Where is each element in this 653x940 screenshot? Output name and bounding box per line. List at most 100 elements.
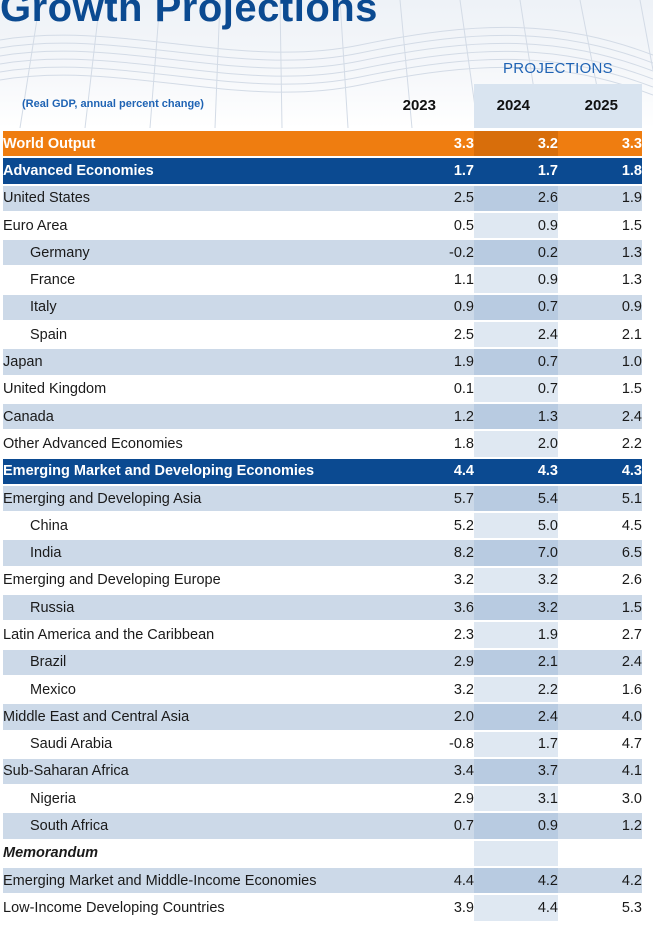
value-2025: 1.6 (558, 676, 642, 703)
value-2025: 1.5 (558, 212, 642, 239)
value-2023: 5.7 (387, 485, 474, 512)
table-row: Italy 0.9 0.7 0.9 (3, 294, 642, 321)
value-2025: 4.3 (558, 458, 642, 484)
value-2024: 3.1 (474, 786, 558, 812)
table-row: Nigeria 2.9 3.1 3.0 (3, 786, 642, 812)
row-label: Emerging Market and Middle-Income Econom… (3, 868, 387, 894)
row-label: Advanced Economies (3, 158, 387, 184)
value-2023: 1.1 (387, 267, 474, 293)
value-2025: 1.9 (558, 185, 642, 211)
value-2023: 3.9 (387, 895, 474, 921)
value-2024: 3.7 (474, 758, 558, 785)
value-2024: 0.9 (474, 267, 558, 293)
value-2023: 3.6 (387, 595, 474, 621)
value-2025: 2.6 (558, 567, 642, 594)
value-2025: 0.9 (558, 294, 642, 321)
row-label: Emerging Market and Developing Economies (3, 458, 387, 484)
value-2024: 1.7 (474, 158, 558, 184)
row-label: France (3, 267, 387, 293)
value-2024: 2.4 (474, 704, 558, 730)
year-header-2025: 2025 (584, 97, 618, 114)
table-row: World Output 3.3 3.2 3.3 (3, 131, 642, 157)
table-row: Japan 1.9 0.7 1.0 (3, 349, 642, 375)
value-2025: 1.0 (558, 349, 642, 375)
value-2024: 2.6 (474, 185, 558, 211)
value-2025: 6.5 (558, 540, 642, 566)
value-2025: 2.4 (558, 403, 642, 430)
table-row: Saudi Arabia -0.8 1.7 4.7 (3, 731, 642, 757)
row-label: Euro Area (3, 212, 387, 239)
value-2025: 3.0 (558, 786, 642, 812)
value-2024: 4.2 (474, 868, 558, 894)
value-2023: 0.5 (387, 212, 474, 239)
table-row: Canada 1.2 1.3 2.4 (3, 403, 642, 430)
value-2023: 2.5 (387, 185, 474, 211)
value-2023 (387, 840, 474, 867)
value-2024: 2.2 (474, 676, 558, 703)
table-row: Advanced Economies 1.7 1.7 1.8 (3, 158, 642, 184)
table-row: Latin America and the Caribbean 2.3 1.9 2.7 (3, 622, 642, 648)
row-label: Russia (3, 595, 387, 621)
value-2025: 4.2 (558, 868, 642, 894)
page-title: Growth Projections (0, 0, 378, 30)
value-2023: 4.4 (387, 458, 474, 484)
row-label: Saudi Arabia (3, 731, 387, 757)
value-2023: 2.3 (387, 622, 474, 648)
value-2025: 2.4 (558, 649, 642, 675)
value-2023: 2.9 (387, 786, 474, 812)
value-2023: 0.1 (387, 376, 474, 402)
value-2024: 0.7 (474, 376, 558, 402)
table-row: Low-Income Developing Countries 3.9 4.4 5.3 (3, 895, 642, 921)
row-label: Nigeria (3, 786, 387, 812)
value-2024: 0.7 (474, 349, 558, 375)
value-2023: 2.5 (387, 322, 474, 348)
table-row: Other Advanced Economies 1.8 2.0 2.2 (3, 431, 642, 457)
value-2024: 0.9 (474, 212, 558, 239)
value-2023: 3.3 (387, 131, 474, 157)
value-2023: 4.4 (387, 868, 474, 894)
value-2023: -0.2 (387, 240, 474, 266)
row-label: China (3, 513, 387, 539)
year-header-2023: 2023 (402, 97, 436, 114)
value-2025: 1.5 (558, 376, 642, 402)
value-2024: 4.3 (474, 458, 558, 484)
projections-column-shade (474, 84, 642, 128)
value-2023: 2.9 (387, 649, 474, 675)
year-header-2024: 2024 (496, 97, 530, 114)
row-label: United States (3, 185, 387, 211)
table-row: Russia 3.6 3.2 1.5 (3, 595, 642, 621)
value-2023: 2.0 (387, 704, 474, 730)
row-label: Mexico (3, 676, 387, 703)
value-2025: 1.2 (558, 813, 642, 839)
table-row: Euro Area 0.5 0.9 1.5 (3, 212, 642, 239)
value-2023: 3.2 (387, 567, 474, 594)
value-2024: 3.2 (474, 595, 558, 621)
value-2023: -0.8 (387, 731, 474, 757)
value-2024: 0.2 (474, 240, 558, 266)
row-label: Germany (3, 240, 387, 266)
table-row: United Kingdom 0.1 0.7 1.5 (3, 376, 642, 402)
value-2025: 4.1 (558, 758, 642, 785)
value-2024 (474, 840, 558, 867)
value-2024: 1.9 (474, 622, 558, 648)
value-2025: 2.1 (558, 322, 642, 348)
value-2025: 3.3 (558, 131, 642, 157)
value-2024: 2.1 (474, 649, 558, 675)
table-row: Emerging Market and Developing Economies… (3, 458, 642, 484)
value-2024: 7.0 (474, 540, 558, 566)
row-label: Sub-Saharan Africa (3, 758, 387, 785)
table-row: Germany -0.2 0.2 1.3 (3, 240, 642, 266)
row-label: Latin America and the Caribbean (3, 622, 387, 648)
value-2025: 1.5 (558, 595, 642, 621)
value-2023: 5.2 (387, 513, 474, 539)
value-2023: 1.2 (387, 403, 474, 430)
value-2024: 3.2 (474, 567, 558, 594)
value-2023: 1.8 (387, 431, 474, 457)
growth-projections-table: World Output 3.3 3.2 3.3 Advanced Economies… (3, 129, 642, 923)
row-label: United Kingdom (3, 376, 387, 402)
value-2023: 0.9 (387, 294, 474, 321)
table-row: United States 2.5 2.6 1.9 (3, 185, 642, 211)
table-row: China 5.2 5.0 4.5 (3, 513, 642, 539)
table-row: Middle East and Central Asia 2.0 2.4 4.0 (3, 704, 642, 730)
table-subtitle: (Real GDP, annual percent change) (22, 98, 204, 110)
